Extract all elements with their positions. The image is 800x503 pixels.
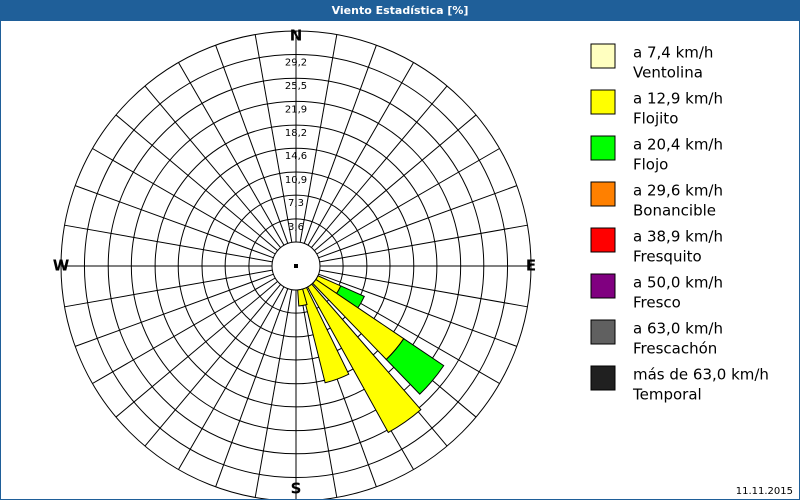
spoke <box>92 148 276 255</box>
legend-swatch <box>590 273 616 299</box>
legend-name: Flojito <box>633 110 678 128</box>
chart: 11.11.2015 3,6 7,3 10,9 14,6 18,2 21,9 25,5 29,… <box>53 27 793 502</box>
spoke <box>254 34 293 243</box>
spoke <box>314 114 477 251</box>
r-tick-label: 3,6 <box>288 222 304 233</box>
wedge <box>306 283 422 434</box>
r-tick-label: 18,2 <box>285 128 307 139</box>
compass-label: E <box>526 257 536 275</box>
spoke <box>254 289 293 498</box>
spoke <box>215 45 289 244</box>
legend-name: Temporal <box>632 386 702 404</box>
spoke <box>178 62 285 246</box>
spoke <box>316 148 500 255</box>
spoke <box>115 281 278 418</box>
grid-ring <box>83 53 509 479</box>
grid-ring <box>107 77 485 455</box>
legend-name: Flojo <box>633 156 668 174</box>
legend-swatch <box>590 319 616 345</box>
grid-ring <box>248 218 344 314</box>
legend-name: Ventolina <box>633 64 703 82</box>
r-tick-label: 25,5 <box>285 81 307 92</box>
spoke <box>299 34 338 243</box>
r-tick-label: 10,9 <box>285 175 307 186</box>
spoke <box>115 114 278 251</box>
date-label: 11.11.2015 <box>736 486 793 497</box>
r-tick-label: 7,3 <box>288 198 304 209</box>
spoke <box>311 85 448 248</box>
legend-swatch <box>590 227 616 253</box>
grid-ring <box>154 124 438 408</box>
spoke <box>144 284 281 447</box>
center-dot <box>294 264 298 268</box>
legend-swatch <box>590 89 616 115</box>
spoke <box>319 224 528 263</box>
spoke <box>75 185 274 259</box>
spoke <box>299 289 338 498</box>
legend-swatch <box>590 135 616 161</box>
r-tick-label: 29,2 <box>285 57 307 68</box>
spoke <box>92 277 276 384</box>
legend-range: a 63,0 km/h <box>633 320 723 338</box>
legend-range: a 38,9 km/h <box>633 228 723 246</box>
r-tick-label: 14,6 <box>285 151 307 162</box>
legend-swatch <box>590 43 616 69</box>
grid-ring <box>130 100 462 432</box>
legend-range: a 50,0 km/h <box>633 274 723 292</box>
legend-name: Bonancible <box>633 202 716 220</box>
spoke <box>318 273 517 347</box>
grid-ring <box>201 171 391 361</box>
wedge <box>297 288 308 307</box>
r-tick-label: 21,9 <box>285 104 307 115</box>
compass-label: W <box>53 257 70 275</box>
spoke <box>318 185 517 259</box>
compass-label: N <box>290 27 303 45</box>
legend-swatch <box>590 181 616 207</box>
spoke <box>144 85 281 248</box>
spoke <box>319 269 528 308</box>
spoke <box>75 273 274 347</box>
spoke <box>307 62 414 246</box>
legend-name: Frescachón <box>633 340 717 358</box>
spoke <box>303 45 377 244</box>
spoke <box>215 288 289 487</box>
compass-label: S <box>291 480 302 498</box>
spoke <box>178 286 285 470</box>
wedge <box>301 286 350 384</box>
grid-ring <box>177 147 415 385</box>
legend-range: a 20,4 km/h <box>633 136 723 154</box>
grid-ring <box>224 194 368 338</box>
legend-range: a 7,4 km/h <box>633 44 713 62</box>
legend-range: a 29,6 km/h <box>633 182 723 200</box>
legend-range: a 12,9 km/h <box>633 90 723 108</box>
wedge <box>385 337 445 395</box>
title-bar: Viento Estadística [%] <box>1 1 799 21</box>
spoke <box>64 224 273 263</box>
legend-name: Fresquito <box>633 248 702 266</box>
legend-swatch <box>590 365 616 391</box>
spoke <box>64 269 273 308</box>
legend-range: más de 63,0 km/h <box>633 366 769 384</box>
legend-name: Fresco <box>633 294 681 312</box>
